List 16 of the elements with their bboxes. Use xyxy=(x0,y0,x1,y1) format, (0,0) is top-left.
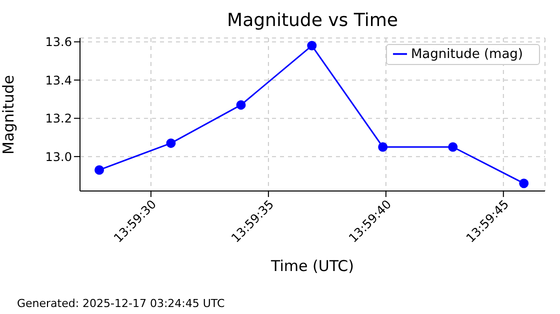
chart-title: Magnitude vs Time xyxy=(226,10,399,31)
legend-label: Magnitude (mag) xyxy=(410,47,523,62)
point xyxy=(166,138,176,148)
y-tick-label: 13.6 xyxy=(45,35,72,50)
x-axis-title: Time (UTC) xyxy=(270,257,354,275)
point xyxy=(307,40,317,50)
y-tick-label: 13.4 xyxy=(45,73,72,88)
text: Generated: 2025-12-17 03:24:45 UTC xyxy=(17,297,225,310)
point xyxy=(378,142,388,152)
point xyxy=(519,178,529,188)
y-tick-label: 13.0 xyxy=(45,150,72,164)
point xyxy=(448,142,458,152)
point xyxy=(236,100,246,110)
y-tick-label: 13.2 xyxy=(45,112,72,126)
point xyxy=(94,165,104,175)
y-axis-title: Magnitude xyxy=(0,75,18,154)
